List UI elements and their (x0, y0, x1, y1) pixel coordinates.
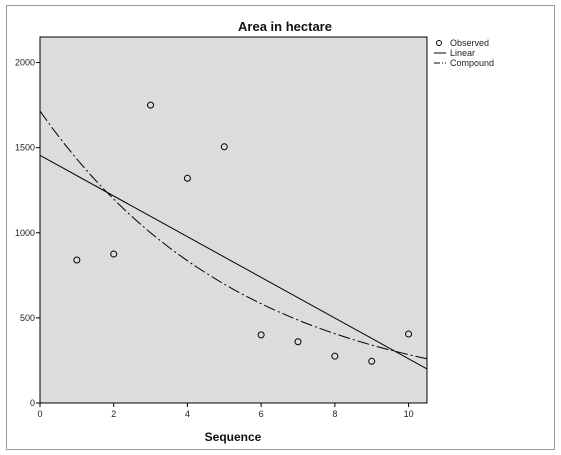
observed-point (183, 174, 191, 182)
y-tick-label: 500 (20, 313, 35, 323)
x-tick-label: 8 (332, 409, 337, 419)
x-tick-label: 4 (185, 409, 190, 419)
legend-marker-observed (436, 40, 442, 46)
x-tick-label: 10 (404, 409, 414, 419)
x-tick-label: 2 (111, 409, 116, 419)
legend-label: Compound (450, 58, 494, 68)
chart-title: Area in hectare (238, 19, 332, 34)
x-tick-label: 6 (259, 409, 264, 419)
observed-point (257, 331, 265, 339)
x-tick-label: 0 (37, 409, 42, 419)
x-axis: 0 2 4 6 8 10 (37, 403, 414, 419)
linear-fit-line (39, 154, 428, 370)
observed-point (220, 143, 228, 151)
observed-point (294, 338, 302, 346)
legend-label: Observed (450, 38, 489, 48)
observed-point (147, 101, 155, 109)
y-tick-label: 2000 (15, 58, 35, 68)
observed-point (405, 330, 413, 338)
y-tick-label: 1500 (15, 143, 35, 153)
observed-point (368, 357, 376, 365)
observed-point (331, 352, 339, 360)
observed-point (110, 250, 118, 258)
observed-points (73, 101, 413, 365)
x-axis-label: Sequence (205, 430, 262, 444)
y-tick-label: 0 (30, 398, 35, 408)
fit-lines (39, 110, 428, 370)
y-tick-label: 1000 (15, 228, 35, 238)
observed-point (73, 256, 81, 264)
y-axis: 0 500 1000 1500 2000 (15, 58, 40, 408)
compound-fit-line (39, 110, 428, 360)
legend-label: Linear (450, 48, 475, 58)
plot-area (39, 36, 428, 404)
